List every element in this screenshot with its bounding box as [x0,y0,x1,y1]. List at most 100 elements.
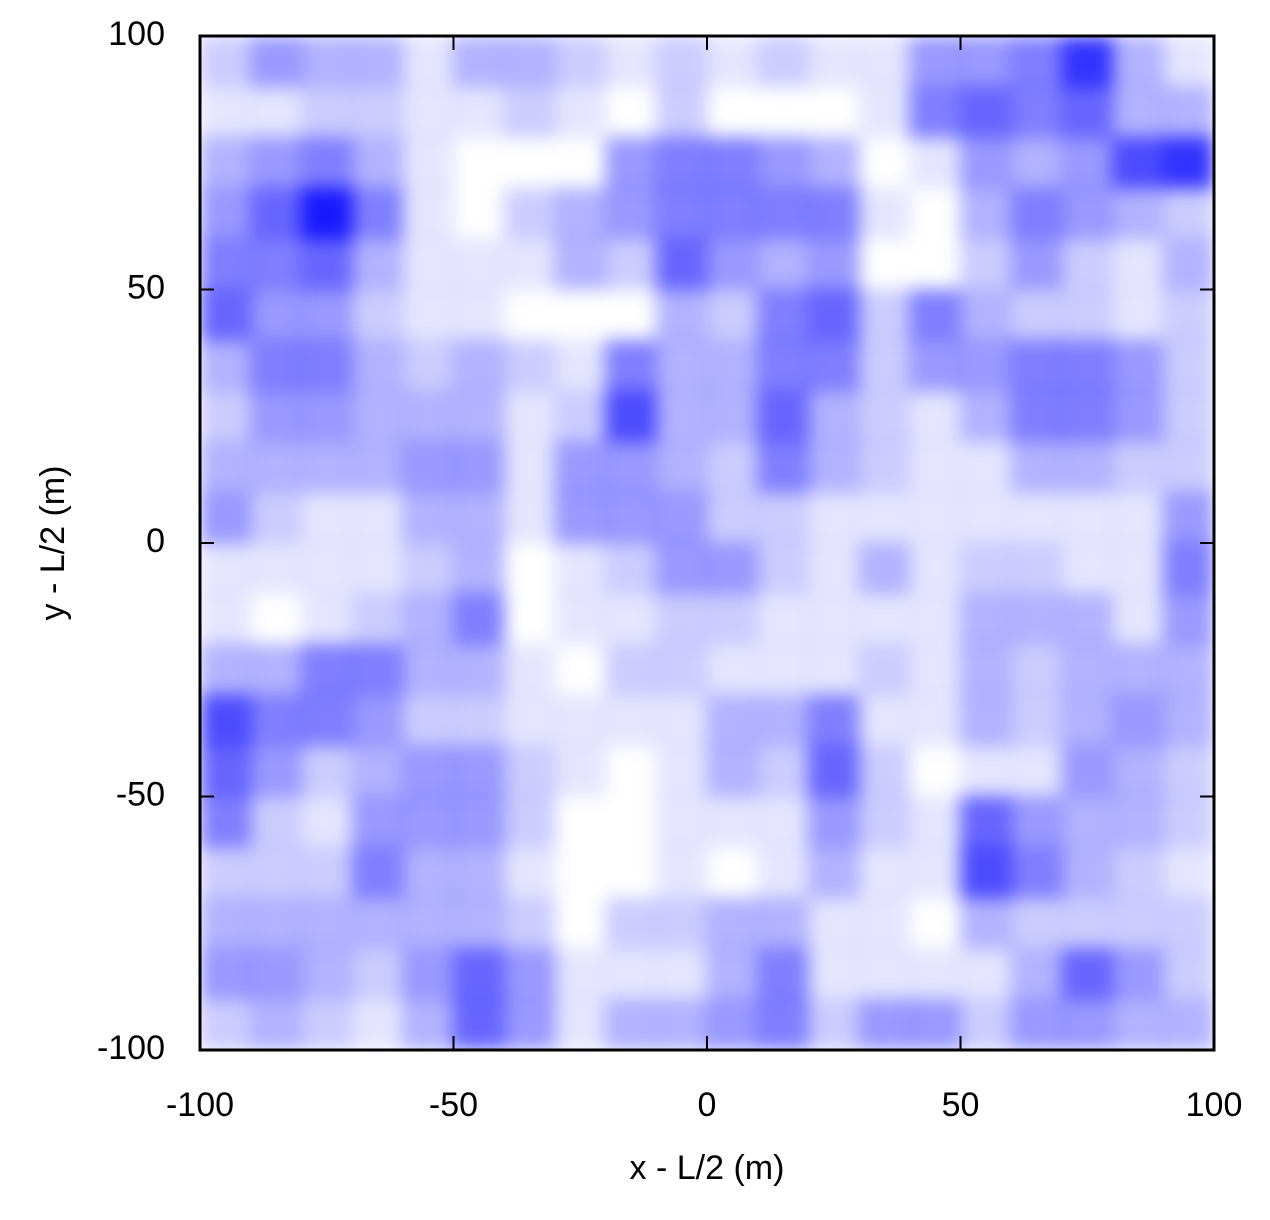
heat-cell [655,745,708,797]
heat-cell [554,86,607,138]
heat-cell [351,36,404,88]
heat-cell [655,187,708,240]
heat-cell [1061,289,1114,341]
heat-cell [960,187,1012,240]
heat-cell [1010,796,1063,848]
heat-cell [605,136,657,189]
heat-cell [1010,36,1063,88]
heat-cell [909,86,961,138]
heat-cell [250,897,302,950]
heat-cell [503,390,556,443]
heat-cell [960,36,1012,88]
heat-cell [1162,745,1214,797]
heat-cell [200,339,252,392]
heat-cell [453,593,505,645]
heat-cell [200,593,252,645]
heat-cell [1010,86,1063,138]
heat-cell [807,593,860,645]
heat-cell [909,238,961,290]
heat-cell [605,593,657,645]
heat-cell [605,238,657,290]
heat-cell [300,36,353,88]
heat-cell [402,491,454,544]
heat-cell [706,643,759,696]
heat-cell [402,542,454,595]
heat-cell [554,897,606,949]
heat-cell [1112,542,1164,595]
heat-cell [402,998,454,1050]
heat-cell [706,542,759,595]
y-tick-label: 0 [146,522,165,560]
heat-cell [655,390,708,443]
heat-cell [706,390,759,443]
heat-cell [250,948,302,1000]
heat-cell [1112,238,1164,290]
heat-cell [706,441,759,493]
heat-cell [1010,491,1063,544]
heat-cell [1112,36,1164,88]
heat-cell [300,846,353,899]
heat-cell [757,846,809,899]
x-tick-label: -100 [166,1086,234,1124]
heat-cell [655,897,708,950]
heat-cell [351,542,404,595]
heat-cell [503,441,556,493]
heat-cell [960,136,1012,189]
heat-cell [453,390,505,443]
heat-cell [1162,846,1214,899]
heat-cell [706,796,759,848]
heat-cell [706,998,759,1050]
heat-cell [351,187,404,240]
heat-cell [200,948,252,1000]
heat-cell [1010,998,1063,1050]
x-tick-label: 50 [942,1086,980,1124]
heat-cell [453,998,505,1050]
heat-cell [300,796,353,848]
heat-cell [1162,694,1214,747]
heat-cell [960,238,1012,290]
heat-cell [351,948,404,1000]
heat-cell [1061,136,1114,189]
heat-cell [858,643,911,696]
heat-cell [1162,441,1214,493]
heat-cell [605,86,657,138]
heat-cell [605,796,657,848]
heat-cell [909,846,961,899]
heat-cell [1162,796,1214,848]
heat-cell [655,542,708,595]
heat-cell [1061,339,1114,392]
heat-cell [807,846,860,899]
heat-cell [757,542,809,595]
heat-cell [300,998,353,1050]
heat-cell [300,897,353,950]
heat-cell [706,36,759,88]
heat-cell [503,796,556,848]
heat-cell [960,745,1012,797]
heat-cell [807,390,860,443]
heat-cell [200,491,252,544]
heat-cell [807,643,860,696]
heat-cell [1112,289,1164,341]
y-tick-label: 100 [108,15,165,53]
heat-cell [859,238,911,290]
heat-cell [351,998,404,1050]
heat-cell [909,643,961,696]
heat-cell [554,187,607,240]
heat-cell [402,694,454,747]
heat-cell [707,847,759,899]
heat-cell [655,491,708,544]
heat-cell [351,441,404,493]
heat-cell [351,491,404,544]
heat-cell [605,998,657,1050]
heat-cell [554,593,607,645]
heat-cell [402,136,454,189]
heat-cell [300,289,353,341]
heat-cell [909,745,961,797]
heat-cell [351,593,404,645]
heat-cell [757,491,809,544]
heat-cell [200,390,252,443]
heat-cell [1010,238,1063,290]
heat-cell [503,491,556,544]
heat-cell [960,694,1012,747]
heat-cell [605,187,657,240]
